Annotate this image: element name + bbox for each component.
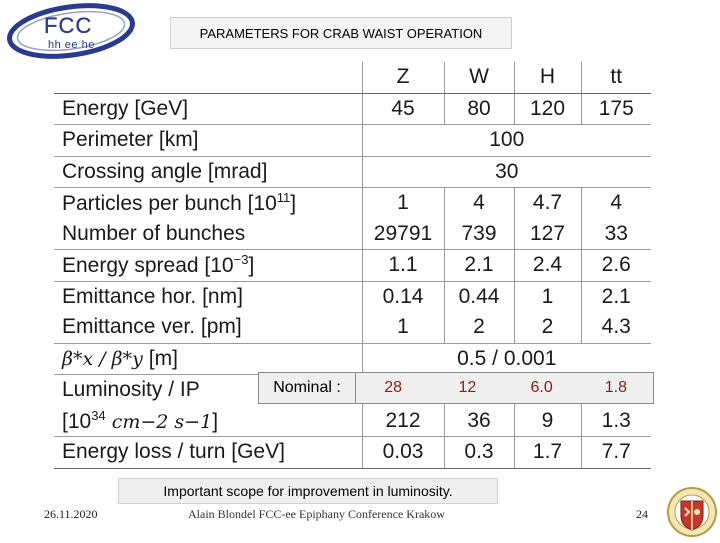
row-label: β*x / β*y [m]	[54, 343, 363, 375]
university-seal-icon	[666, 486, 718, 538]
logo-sub-text: hh ee he	[48, 39, 95, 51]
cell-value: 0.44	[443, 281, 514, 312]
cell-value: 33	[580, 218, 651, 250]
table-row: Emittance hor. [nm] 0.14 0.44 1 2.1	[54, 281, 651, 312]
row-label-text: Particles per bunch [10	[62, 192, 277, 216]
table-row: Crossing angle [mrad] 30	[54, 156, 651, 188]
column-header: W	[443, 62, 514, 94]
improvement-note: Important scope for improvement in lumin…	[118, 478, 498, 504]
nominal-value: 6.0	[530, 379, 553, 396]
cell-value: 7.7	[580, 436, 651, 469]
row-label-end: ]	[248, 254, 255, 278]
cell-value: 2.4	[513, 249, 581, 282]
row-label: Number of bunches	[54, 218, 363, 250]
cell-value: 120	[513, 93, 581, 125]
table-row: Number of bunches 29791 739 127 33	[54, 218, 651, 250]
table-row: Energy [GeV] 45 80 120 175	[54, 93, 651, 125]
cell-value: 2.1	[580, 281, 651, 312]
column-header: Z	[362, 62, 444, 94]
column-header: H	[513, 62, 581, 94]
page-number: 24	[636, 507, 648, 521]
slide-title-text: PARAMETERS FOR CRAB WAIST OPERATION	[199, 25, 483, 41]
cell-value: 4	[443, 187, 514, 219]
cell-value: 0.03	[362, 436, 444, 469]
row-label: Perimeter [km]	[54, 124, 363, 157]
table-row: Energy spread [10−3] 1.1 2.1 2.4 2.6	[54, 249, 651, 282]
row-label: Crossing angle [mrad]	[54, 156, 363, 188]
row-label-exponent: 34	[91, 407, 106, 423]
nominal-luminosity-box: Nominal : 28 12 6.0 1.8	[258, 372, 654, 404]
cell-value: 45	[362, 93, 444, 125]
header-empty	[54, 62, 363, 94]
cell-value: 739	[443, 218, 514, 250]
cell-span-value: 0.5 / 0.001	[362, 343, 651, 375]
cell-value: 212	[362, 405, 444, 437]
cell-value: 36	[443, 405, 514, 437]
row-label-exponent: −3	[233, 252, 249, 268]
nominal-value: 12	[458, 379, 477, 396]
row-label-end: [m]	[142, 346, 178, 370]
table-row: Emittance ver. [pm] 1 2 2 4.3	[54, 312, 651, 344]
cell-value: 4.7	[513, 187, 581, 219]
cell-value: 9	[513, 405, 581, 437]
row-label-text: Energy spread [10	[62, 254, 234, 278]
row-label-end: ]	[290, 192, 297, 216]
row-label: Energy [GeV]	[54, 93, 363, 125]
cell-value: 1.7	[513, 436, 581, 469]
fcc-logo: FCC hh ee he	[4, 2, 138, 60]
cell-value: 2.1	[443, 249, 514, 282]
footer-presenter: Alain Blondel FCC-ee Epiphany Conference…	[188, 507, 445, 521]
cell-value: 1	[362, 312, 444, 344]
cell-value: 2	[443, 312, 514, 344]
table-row: [1034 cm−2 s−1] 212 36 9 1.3	[54, 405, 651, 437]
cell-value: 1	[513, 281, 581, 312]
nominal-value: 28	[384, 379, 403, 396]
nominal-value: 1.8	[604, 379, 627, 396]
cell-span-value: 30	[362, 156, 651, 188]
cell-value: 80	[443, 93, 514, 125]
row-label: Energy loss / turn [GeV]	[54, 436, 363, 469]
cell-value: 2	[513, 312, 581, 344]
cell-value: 1	[397, 191, 409, 215]
cell-value: 1.3	[580, 405, 651, 437]
row-label-math: β*x / β*y	[62, 347, 143, 370]
nominal-label: Nominal :	[259, 373, 356, 403]
row-label: Emittance hor. [nm]	[54, 281, 363, 312]
cell-span-value: 100	[362, 124, 651, 157]
row-label: [1034 cm−2 s−1]	[54, 405, 363, 437]
improvement-note-text: Important scope for improvement in lumin…	[163, 483, 453, 499]
row-label: Particles per bunch [1011]	[54, 187, 363, 219]
footer-date: 26.11.2020	[44, 507, 98, 521]
column-header: tt	[580, 62, 651, 94]
table-row: β*x / β*y [m] 0.5 / 0.001	[54, 343, 651, 375]
cell-value: 4.3	[580, 312, 651, 344]
row-label-math: cm−2 s−1	[105, 410, 213, 433]
cell-value: 127	[513, 218, 581, 250]
table-row: Perimeter [km] 100	[54, 124, 651, 157]
row-label: Energy spread [10−3]	[54, 249, 363, 282]
cell-value: 1.1	[362, 249, 444, 282]
cell-value: 0.3	[443, 436, 514, 469]
row-label-exponent: 11	[276, 190, 291, 206]
table-row: Particles per bunch [1011] 1 4 4.7 4	[54, 187, 651, 219]
cell-value: 2.6	[580, 249, 651, 282]
logo-main-text: FCC	[44, 13, 92, 38]
cell-value: 29791	[362, 218, 444, 250]
table-row: Energy loss / turn [GeV] 0.03 0.3 1.7 7.…	[54, 436, 651, 469]
cell-value: 175	[580, 93, 651, 125]
row-label-text: [10	[62, 409, 92, 433]
cell-value: 4	[580, 187, 651, 219]
slide-title: PARAMETERS FOR CRAB WAIST OPERATION	[170, 17, 512, 49]
cell-value: 0.14	[382, 284, 424, 308]
row-label: Emittance ver. [pm]	[54, 312, 363, 344]
parameters-table: Z W H tt Energy [GeV] 45 80 120 175 Peri…	[54, 62, 651, 469]
row-label-end: ]	[212, 409, 219, 433]
table-header-row: Z W H tt	[54, 62, 651, 94]
